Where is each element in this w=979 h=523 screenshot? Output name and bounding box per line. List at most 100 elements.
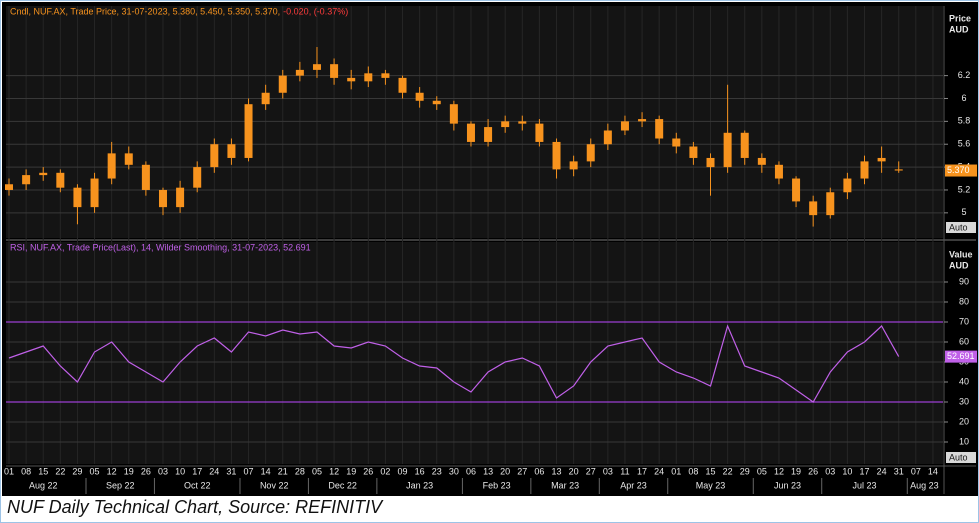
candle-body bbox=[877, 157, 886, 162]
x-tick-label: 08 bbox=[21, 466, 31, 476]
axis-label: Price bbox=[949, 13, 971, 23]
candle-body bbox=[364, 73, 373, 82]
x-tick-label: 16 bbox=[415, 466, 425, 476]
candle-body bbox=[176, 187, 185, 208]
candle-body bbox=[22, 175, 31, 185]
x-tick-label: 13 bbox=[552, 466, 562, 476]
candle-body bbox=[107, 153, 116, 179]
x-tick-label: 09 bbox=[398, 466, 408, 476]
month-label: Jun 23 bbox=[774, 480, 801, 490]
candle-body bbox=[809, 201, 818, 216]
x-tick-label: 06 bbox=[466, 466, 476, 476]
x-tick-label: 28 bbox=[295, 466, 305, 476]
candle-body bbox=[501, 121, 510, 128]
axis-label: Value bbox=[949, 249, 973, 259]
month-label: May 23 bbox=[696, 480, 726, 490]
candle-body bbox=[141, 164, 150, 190]
legend: Cndl, NUF.AX, Trade Price, 31-07-2023, 5… bbox=[10, 6, 280, 16]
axis-unit: AUD bbox=[949, 24, 969, 34]
candle-body bbox=[826, 192, 835, 216]
x-tick-label: 12 bbox=[774, 466, 784, 476]
candle-body bbox=[603, 130, 612, 145]
candle-body bbox=[347, 77, 356, 82]
month-label: Apr 23 bbox=[620, 480, 647, 490]
auto-label: Auto bbox=[949, 222, 968, 232]
candle-body bbox=[39, 172, 48, 176]
legend-change: -0.020, (-0.37%) bbox=[283, 6, 348, 16]
month-label: Jul 23 bbox=[852, 480, 876, 490]
y-tick-label: 30 bbox=[959, 396, 969, 406]
candle-body bbox=[124, 153, 133, 165]
month-label: Nov 22 bbox=[260, 480, 289, 490]
x-tick-label: 11 bbox=[620, 466, 629, 476]
candle-body bbox=[398, 77, 407, 93]
y-tick-label: 80 bbox=[959, 296, 969, 306]
x-tick-label: 29 bbox=[72, 466, 82, 476]
x-tick-label: 17 bbox=[192, 466, 202, 476]
x-tick-label: 17 bbox=[637, 466, 647, 476]
x-tick-label: 01 bbox=[671, 466, 681, 476]
x-tick-label: 01 bbox=[4, 466, 14, 476]
x-tick-label: 12 bbox=[107, 466, 117, 476]
x-tick-label: 22 bbox=[723, 466, 733, 476]
candle-body bbox=[774, 164, 783, 179]
x-tick-label: 14 bbox=[261, 466, 271, 476]
x-tick-label: 21 bbox=[278, 466, 288, 476]
candle-body bbox=[535, 123, 544, 142]
month-label: Sep 22 bbox=[106, 480, 135, 490]
x-tick-label: 15 bbox=[706, 466, 716, 476]
x-tick-label: 05 bbox=[757, 466, 767, 476]
auto-label: Auto bbox=[949, 452, 968, 462]
candle-body bbox=[757, 157, 766, 165]
x-tick-label: 27 bbox=[517, 466, 527, 476]
candle-body bbox=[843, 178, 852, 193]
x-tick-label: 27 bbox=[586, 466, 596, 476]
y-tick-label: 90 bbox=[959, 276, 969, 286]
candle-body bbox=[723, 132, 732, 168]
candle-body bbox=[484, 127, 493, 142]
x-tick-label: 12 bbox=[329, 466, 339, 476]
candle-body bbox=[518, 121, 527, 124]
auto-button[interactable] bbox=[946, 452, 976, 463]
x-tick-label: 07 bbox=[911, 466, 921, 476]
candle-body bbox=[227, 144, 236, 158]
x-tick-label: 03 bbox=[603, 466, 613, 476]
x-tick-label: 17 bbox=[859, 466, 869, 476]
candle-body bbox=[449, 104, 458, 124]
y-tick-label: 6.2 bbox=[958, 70, 971, 80]
auto-button[interactable] bbox=[946, 222, 976, 233]
x-tick-label: 20 bbox=[500, 466, 510, 476]
candle-body bbox=[620, 121, 629, 131]
candle-body bbox=[655, 119, 664, 139]
legend: RSI, NUF.AX, Trade Price(Last), 14, Wild… bbox=[10, 242, 311, 252]
x-tick-label: 02 bbox=[380, 466, 390, 476]
candle-body bbox=[638, 119, 647, 122]
x-tick-label: 06 bbox=[534, 466, 544, 476]
candle-body bbox=[261, 92, 270, 105]
month-label: Aug 22 bbox=[29, 480, 58, 490]
x-tick-label: 19 bbox=[124, 466, 134, 476]
candle-body bbox=[586, 144, 595, 162]
y-tick-label: 5.8 bbox=[958, 116, 971, 126]
candle-body bbox=[740, 132, 749, 158]
candle-body bbox=[210, 144, 219, 168]
candle-body bbox=[56, 172, 65, 188]
candle-body bbox=[792, 178, 801, 202]
x-tick-label: 24 bbox=[209, 466, 219, 476]
candle-body bbox=[73, 187, 82, 208]
x-tick-label: 05 bbox=[312, 466, 322, 476]
candle-body bbox=[158, 189, 167, 208]
candle-body bbox=[689, 146, 698, 158]
candle-body bbox=[432, 100, 441, 105]
candle-body bbox=[672, 138, 681, 147]
x-tick-label: 30 bbox=[449, 466, 459, 476]
candle-body bbox=[244, 104, 253, 158]
x-tick-label: 29 bbox=[740, 466, 750, 476]
x-tick-label: 19 bbox=[346, 466, 356, 476]
y-tick-label: 5.2 bbox=[958, 184, 971, 194]
rsi-panel bbox=[6, 242, 943, 464]
x-tick-label: 13 bbox=[483, 466, 493, 476]
candle-body bbox=[415, 92, 424, 101]
x-tick-label: 08 bbox=[688, 466, 698, 476]
